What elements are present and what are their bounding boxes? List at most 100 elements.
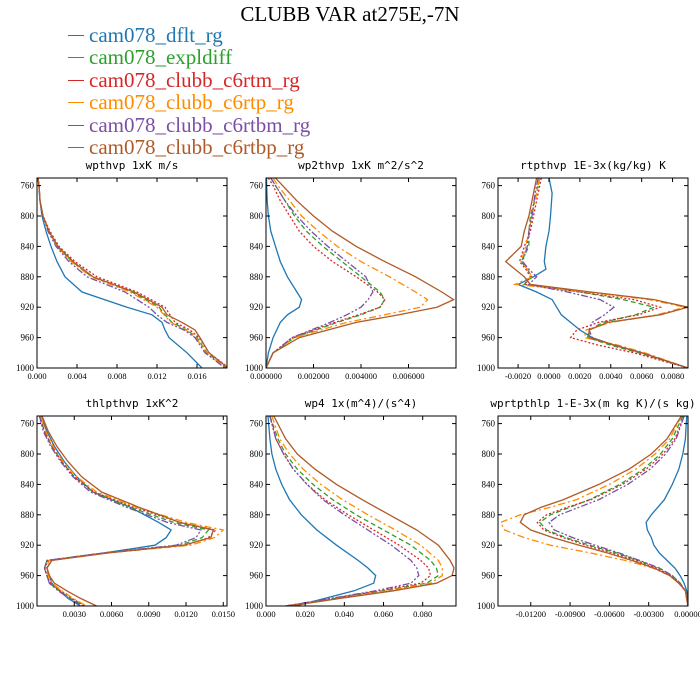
- plot-frame: [36, 415, 228, 607]
- series-line: [41, 416, 215, 606]
- y-tick-label: 800: [21, 211, 35, 221]
- y-tick-label: 880: [250, 272, 264, 282]
- legend-entry: cam078_clubb_c6rtp_rg: [68, 90, 310, 114]
- plot-frame: [497, 415, 689, 607]
- x-tick-label: 0.0080: [661, 371, 684, 381]
- y-tick-label: 1000: [245, 601, 264, 611]
- y-tick-label: 880: [21, 272, 35, 282]
- y-tick-label: 880: [250, 510, 264, 520]
- y-tick-label: 920: [21, 540, 35, 550]
- legend-label: cam078_dflt_rg: [89, 22, 223, 47]
- x-tick-label: 0.000: [27, 371, 46, 381]
- legend-entry: cam078_clubb_c6rtbp_rg: [68, 135, 310, 160]
- x-tick-label: 0.0040: [599, 371, 622, 381]
- y-tick-label: 800: [482, 449, 496, 459]
- legend-label: cam078_clubb_c6rtm_rg: [89, 67, 300, 92]
- plot-frame: [265, 415, 457, 607]
- legend-swatch: [68, 57, 84, 59]
- series-line: [266, 178, 455, 368]
- legend-label: cam078_clubb_c6rtbm_rg: [89, 112, 311, 137]
- x-tick-label: 0.0060: [630, 371, 653, 381]
- y-tick-label: 960: [250, 333, 264, 343]
- series-line: [40, 416, 173, 606]
- series-line: [269, 416, 432, 606]
- chart-title: thlpthvp 1xK^2: [86, 397, 179, 410]
- y-tick-label: 840: [250, 479, 264, 489]
- x-tick-label: 0.004: [67, 371, 87, 381]
- legend-swatch: [68, 147, 84, 149]
- y-tick-label: 960: [21, 333, 35, 343]
- series-line: [266, 178, 429, 368]
- y-tick-label: 840: [250, 241, 264, 251]
- x-tick-label: 0.00000: [674, 609, 700, 619]
- series-line: [271, 416, 443, 606]
- series-line: [266, 178, 303, 368]
- y-tick-label: 800: [482, 211, 496, 221]
- x-tick-label: 0.002000: [298, 371, 330, 381]
- y-tick-label: 760: [21, 419, 35, 429]
- series-line: [37, 178, 227, 368]
- y-tick-label: 1000: [245, 363, 264, 373]
- x-tick-label: 0.0120: [174, 609, 197, 619]
- y-tick-label: 1000: [16, 601, 35, 611]
- y-tick-label: 1000: [477, 363, 496, 373]
- chart-title: wpthvp 1xK m/s: [86, 159, 179, 172]
- chart-panel: wp2thvp 1xK m^2/s^2 760 800 840 880 920 960 100…: [245, 159, 457, 381]
- x-tick-label: 0.020: [296, 609, 315, 619]
- series-line: [521, 178, 688, 368]
- legend-swatch: [68, 34, 84, 36]
- chart-title: wp4 1x(m^4)/(s^4): [305, 397, 418, 410]
- legend-label: cam078_clubb_c6rtbp_rg: [89, 135, 305, 160]
- x-tick-label: -0.00900: [555, 609, 585, 619]
- y-tick-label: 760: [482, 181, 496, 191]
- series-line: [37, 178, 226, 368]
- series-line: [37, 178, 227, 368]
- series-line: [266, 178, 386, 368]
- series-line: [267, 416, 377, 606]
- legend-label: cam078_expldiff: [89, 45, 233, 70]
- series-line: [37, 178, 227, 368]
- series-line: [38, 416, 210, 606]
- series-line: [266, 178, 386, 368]
- x-tick-label: 0.080: [413, 609, 432, 619]
- legend-entry: cam078_expldiff: [68, 45, 310, 70]
- y-tick-label: 920: [250, 302, 264, 312]
- y-tick-label: 840: [21, 241, 35, 251]
- x-tick-label: 0.0150: [212, 609, 235, 619]
- series-line: [504, 178, 688, 368]
- y-tick-label: 880: [21, 510, 35, 520]
- figure-title: CLUBB VAR at275E,-7N: [240, 2, 460, 26]
- y-tick-label: 800: [250, 449, 264, 459]
- y-tick-label: 840: [21, 479, 35, 489]
- y-tick-label: 760: [250, 181, 264, 191]
- series-line: [516, 178, 688, 368]
- y-tick-label: 1000: [16, 363, 35, 373]
- y-tick-label: 920: [250, 540, 264, 550]
- plot-frame: [36, 177, 228, 369]
- series-line: [269, 416, 420, 606]
- y-tick-label: 760: [482, 419, 496, 429]
- x-tick-label: 0.0090: [137, 609, 160, 619]
- chart-title: rtpthvp 1E-3x(kg/kg) K: [520, 159, 666, 172]
- x-tick-label: 0.006000: [393, 371, 425, 381]
- x-tick-label: 0.008: [107, 371, 126, 381]
- y-tick-label: 920: [21, 302, 35, 312]
- x-tick-label: 0.004000: [345, 371, 377, 381]
- chart-title: wp2thvp 1xK m^2/s^2: [298, 159, 424, 172]
- series-line: [518, 178, 688, 368]
- series-line: [37, 178, 203, 368]
- series-line: [40, 416, 225, 606]
- chart-panel: wp4 1x(m^4)/(s^4)76080084088092096010000…: [245, 397, 457, 619]
- y-tick-label: 960: [250, 571, 264, 581]
- series-line: [38, 416, 218, 606]
- x-tick-label: -0.00600: [594, 609, 624, 619]
- y-tick-label: 920: [482, 540, 496, 550]
- y-tick-label: 800: [21, 449, 35, 459]
- series-line: [512, 178, 688, 368]
- legend-entry: cam078_dflt_rg: [68, 22, 310, 47]
- series-line: [519, 416, 688, 606]
- legend-swatch: [68, 124, 84, 126]
- x-tick-label: -0.01200: [516, 609, 546, 619]
- chart-panel: rtpthvp 1E-3x(kg/kg) K 760 800 840 880 920 960…: [477, 159, 689, 381]
- series-line: [38, 416, 202, 606]
